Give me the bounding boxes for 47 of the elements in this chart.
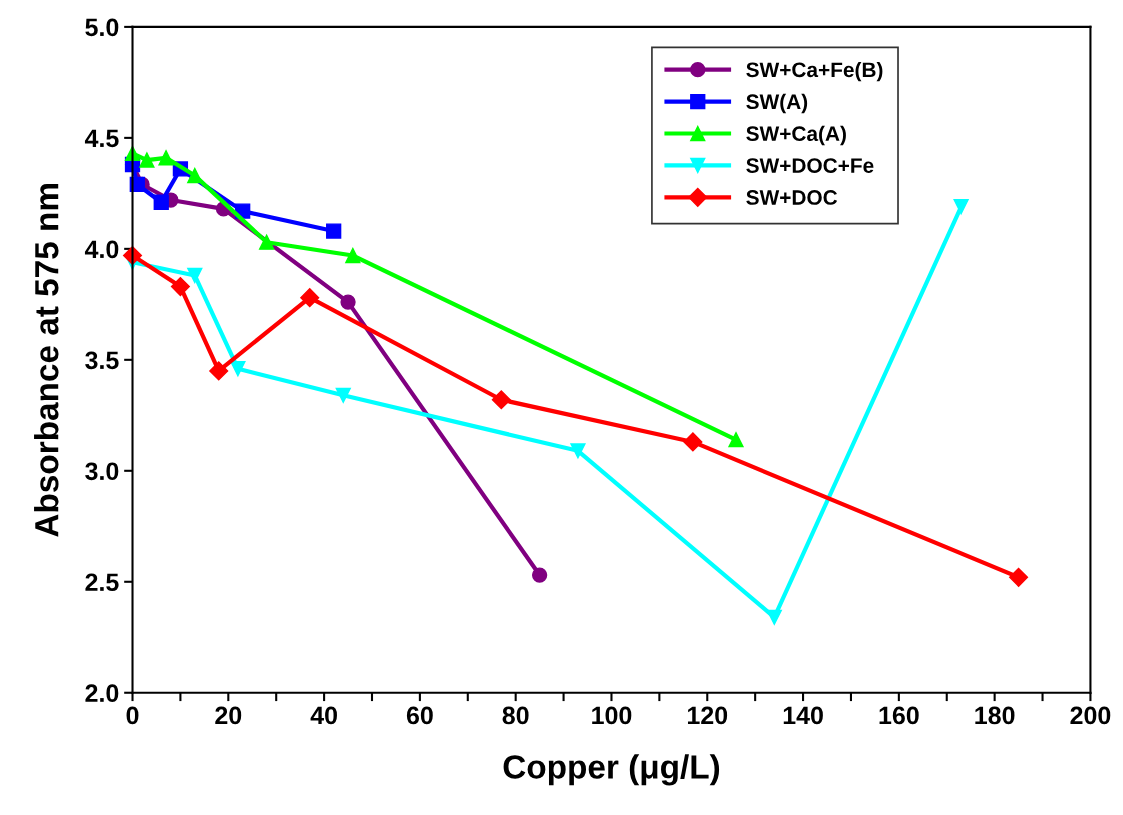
- point: [139, 152, 155, 168]
- y-tick-label: 4.0: [84, 240, 119, 259]
- legend-label: SW+Ca+Fe(B): [746, 61, 883, 82]
- point: [953, 199, 969, 215]
- point: [340, 294, 356, 310]
- legend-label: SW+Ca(A): [746, 125, 846, 146]
- x-tick-label: 40: [310, 706, 337, 725]
- point: [728, 432, 744, 448]
- y-tick-label: 3.0: [85, 462, 119, 481]
- x-tick-label: 140: [783, 706, 823, 725]
- point: [153, 194, 169, 210]
- point: [766, 609, 782, 625]
- y-tick-label: 5.0: [85, 18, 119, 37]
- point: [230, 361, 246, 377]
- point: [187, 267, 203, 284]
- y-tick-label: 4.5: [84, 129, 119, 148]
- point: [158, 150, 174, 166]
- x-tick-label: 80: [502, 706, 529, 725]
- point: [345, 247, 361, 264]
- x-tick-label: 200: [1070, 706, 1111, 725]
- point: [170, 277, 190, 297]
- point: [187, 167, 203, 184]
- x-tick-label: 20: [215, 706, 242, 725]
- y-tick-label: 2.5: [85, 573, 119, 592]
- legend-label: SW+DOC: [746, 190, 838, 205]
- legend-label: SW+DOC+Fe: [746, 158, 874, 173]
- point: [258, 234, 275, 250]
- point: [335, 387, 351, 403]
- legend-label: SW(A): [746, 93, 808, 114]
- point: [1009, 567, 1029, 587]
- point: [570, 443, 586, 459]
- point: [531, 567, 548, 583]
- y-axis-title: Absorbance at 575 nm: [34, 184, 59, 537]
- y-tick-label: 2.0: [85, 684, 119, 703]
- point: [683, 432, 703, 452]
- x-tick-label: 0: [126, 706, 139, 725]
- x-axis-title: Copper (μg/L): [503, 754, 720, 786]
- point: [491, 390, 511, 410]
- point: [326, 223, 342, 239]
- x-tick-label: 180: [975, 706, 1015, 725]
- x-tick-label: 120: [687, 706, 728, 725]
- point: [300, 288, 320, 308]
- point: [209, 361, 229, 381]
- x-tick-label: 100: [592, 706, 632, 725]
- x-tick-label: 160: [879, 706, 919, 725]
- y-tick-label: 3.5: [85, 351, 119, 370]
- x-tick-label: 60: [406, 706, 433, 725]
